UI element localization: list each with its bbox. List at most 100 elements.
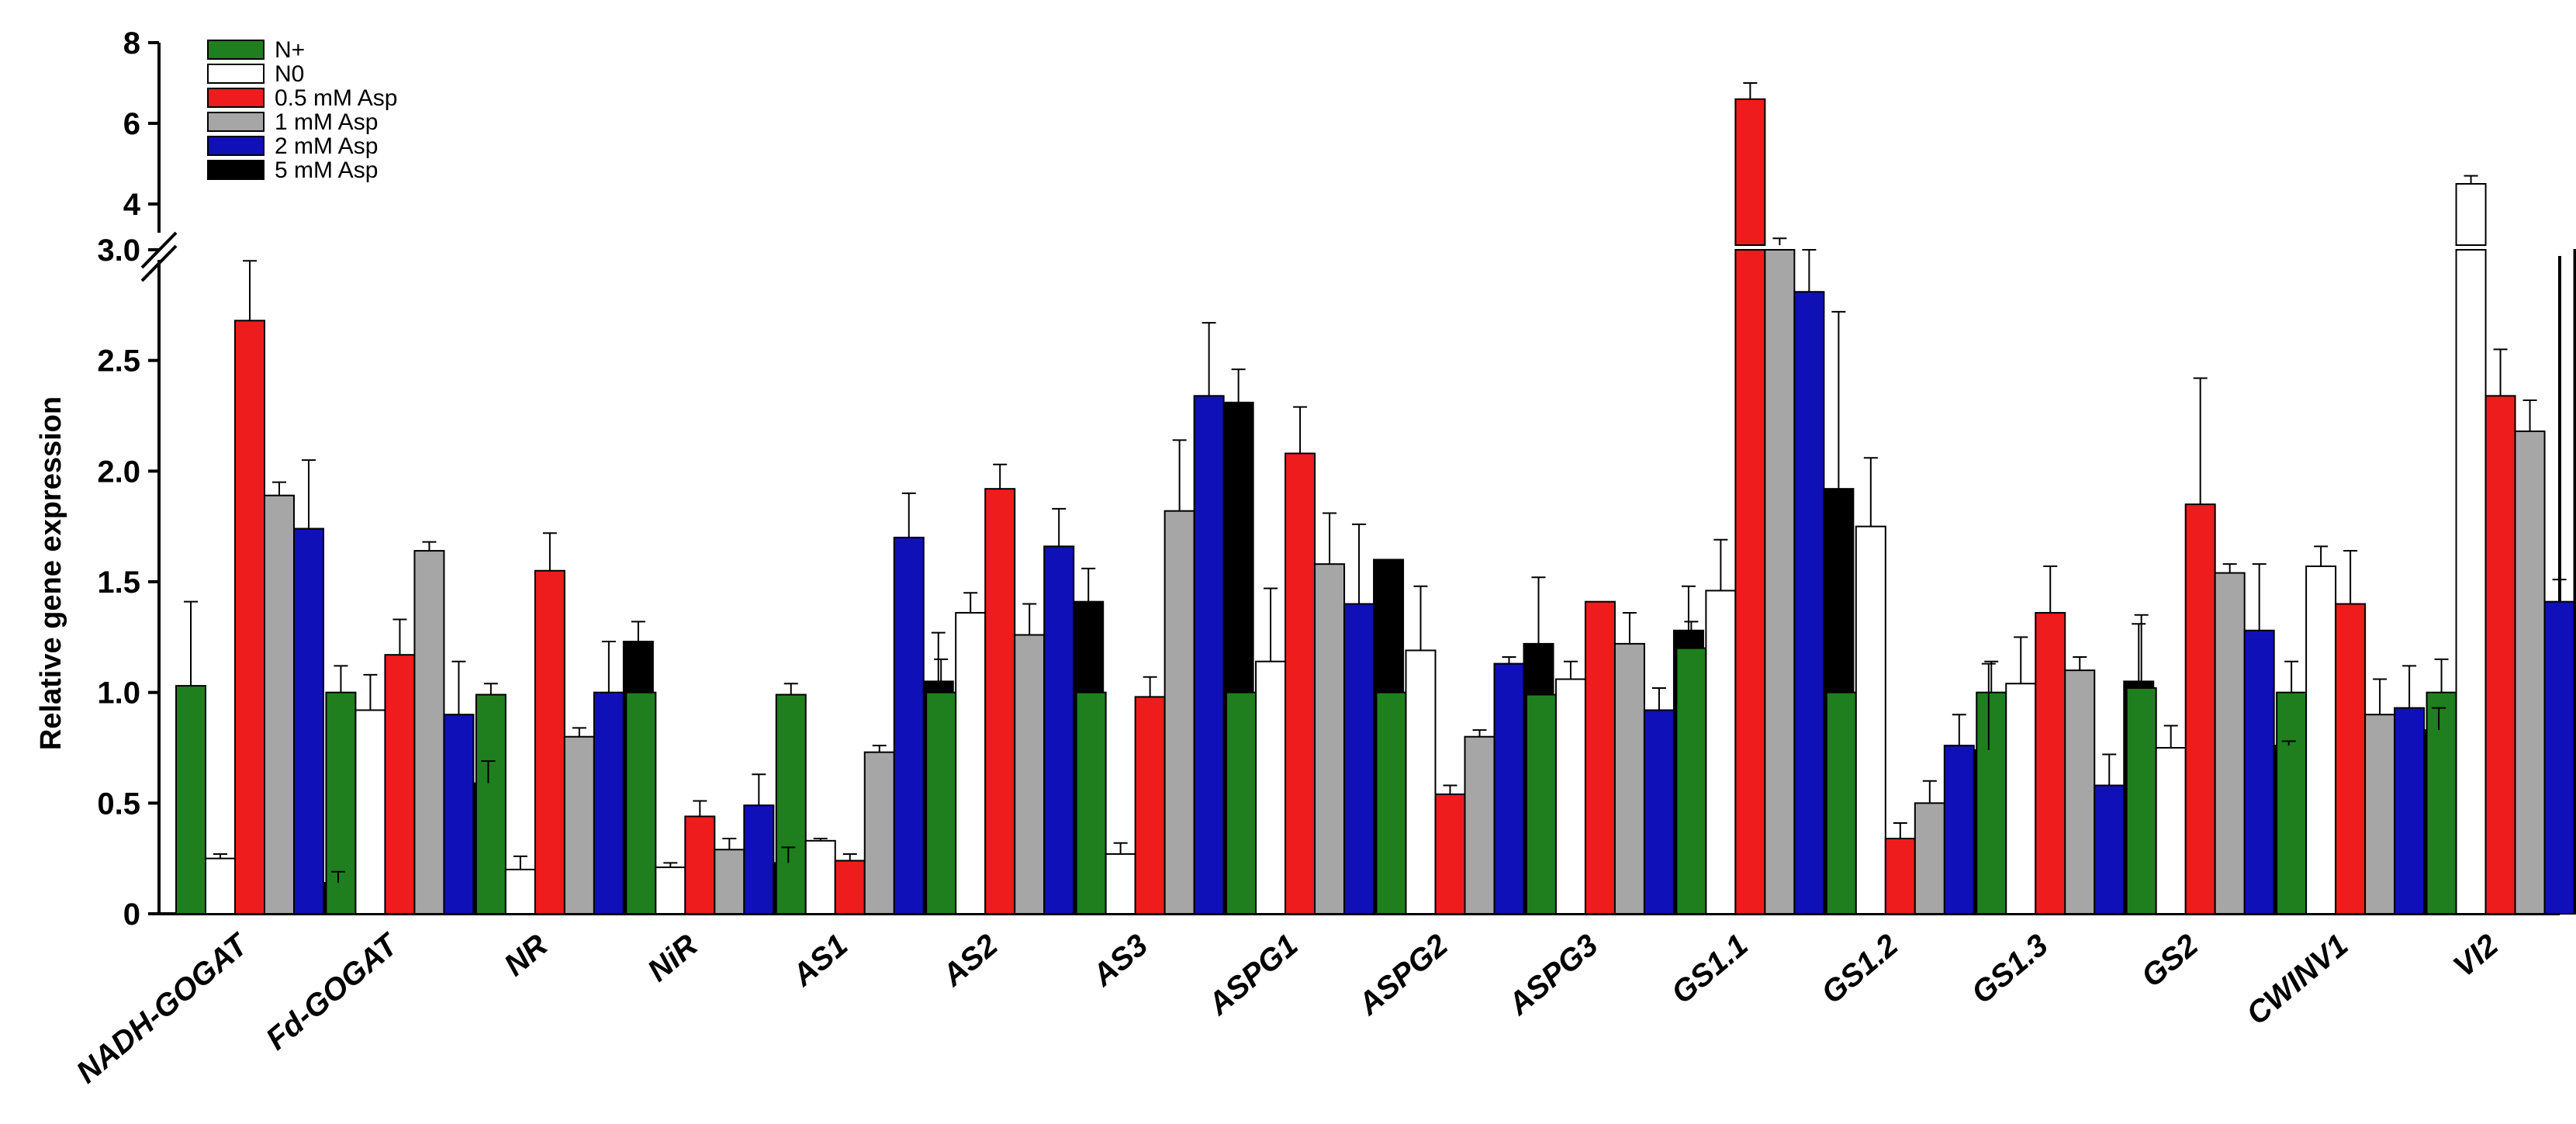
bar-nr-0-5-mm-asp — [534, 569, 565, 915]
bar-vi2-2-mm-asp — [2543, 600, 2575, 915]
error-bar-as2-n — [934, 658, 949, 693]
error-bar-gs1-2-0-5-mm-asp — [1893, 822, 1907, 839]
bar-gs1-1-0-5-mm-asp — [1734, 249, 1766, 915]
error-bar-gs1-1-n0 — [1713, 538, 1728, 591]
error-bar-as1-5-mm-asp — [931, 631, 946, 682]
bar-as3-0-5-mm-asp — [1134, 696, 1166, 915]
error-bar-aspg2-0-5-mm-asp — [1443, 784, 1457, 794]
error-bar-nadh-gogat-2-mm-asp — [302, 459, 316, 529]
error-bar-cwinv1-5-mm-asp — [2432, 707, 2446, 731]
bar-gs1-3-n0 — [2005, 683, 2037, 915]
x-tick-label-nr: NR — [498, 928, 555, 983]
bar-nir-2-mm-asp — [743, 804, 775, 915]
error-bar-as1-1-mm-asp — [872, 745, 887, 752]
bar-gs1-3-0-5-mm-asp — [2035, 611, 2066, 915]
bar-vi2-n0 — [2455, 249, 2487, 915]
bar-gs2-0-5-mm-asp — [2184, 503, 2216, 915]
bar-as1-n0 — [804, 839, 836, 915]
bar-gs1-3-n — [1976, 691, 2007, 915]
error-bar-cwinv1-1-mm-asp — [2373, 678, 2388, 715]
bar-gs2-1-mm-asp — [2214, 572, 2246, 915]
error-bar-gs1-1-1-mm-asp — [1772, 237, 1787, 246]
bar-aspg1-n — [1226, 691, 1257, 915]
bar-fd-gogat-n — [325, 691, 357, 915]
bar-nadh-gogat-0-5-mm-asp — [234, 320, 265, 915]
bar-gs1-1-2-mm-asp — [1793, 291, 1825, 915]
legend-label: 5 mM Asp — [275, 157, 378, 183]
error-bar-gs2-2-mm-asp — [2252, 563, 2267, 631]
error-bar-nr-n0 — [513, 855, 527, 870]
bar-as1-1-mm-asp — [863, 751, 895, 915]
bar-gs1-2-2-mm-asp — [1943, 745, 1975, 915]
error-bar-aspg3-n0 — [1563, 660, 1578, 680]
legend-swatch — [207, 112, 265, 132]
legend-item-5-mm-asp: 5 mM Asp — [207, 157, 378, 183]
category-labels: NADH-GOGAT Fd-GOGAT NR NiR AS1 AS2 AS3 ASPG1 ASP… — [70, 926, 2505, 1090]
error-bar-nir-n — [634, 680, 648, 693]
bar-fd-gogat-0-5-mm-asp — [384, 654, 416, 915]
bar-aspg3-n0 — [1554, 678, 1586, 915]
bar-nr-n — [475, 693, 507, 915]
legend-item-0-5-mm-asp: 0.5 mM Asp — [207, 85, 397, 111]
error-bars — [184, 82, 2567, 884]
error-bar-as2-5-mm-asp — [1081, 567, 1096, 602]
error-bar-aspg2-2-mm-asp — [1502, 656, 1516, 664]
bar-nadh-gogat-n0 — [205, 857, 236, 915]
bar-as3-n — [1075, 691, 1107, 915]
bar-aspg1-0-5-mm-asp — [1285, 452, 1316, 915]
bar-cwinv1-1-mm-asp — [2364, 714, 2396, 915]
legend-label: N0 — [275, 61, 304, 87]
error-bar-vi2-0-5-mm-asp — [2493, 348, 2508, 396]
error-bar-as3-2-mm-asp — [1202, 322, 1216, 396]
error-bar-gs1-1-2-mm-asp — [1802, 249, 1817, 292]
bar-vi2-0-5-mm-asp — [2484, 395, 2516, 915]
bar-gs1-3-1-mm-asp — [2064, 669, 2096, 915]
bar-as2-n0 — [955, 611, 987, 915]
bar-aspg1-2-mm-asp — [1343, 603, 1375, 915]
bar-nr-n0 — [504, 868, 536, 915]
bar-as2-2-mm-asp — [1043, 545, 1075, 915]
x-tick-label-gs1-2: GS1.2 — [1815, 928, 1904, 1011]
bar-as1-2-mm-asp — [893, 536, 925, 915]
x-tick-label-as2: AS2 — [935, 928, 1004, 993]
legend-label: 1 mM Asp — [275, 109, 378, 135]
error-bar-nadh-gogat-n — [184, 600, 198, 687]
error-bar-cwinv1-2-mm-asp — [2402, 665, 2417, 708]
error-bar-nr-n — [483, 683, 498, 695]
error-bar-vi2-n0 — [2464, 175, 2478, 184]
x-tick-label-aspg2: ASPG2 — [1351, 928, 1454, 1022]
error-bar-gs1-3-5-mm-asp — [2132, 623, 2146, 682]
bar-gs1-1-1-mm-asp — [1764, 249, 1796, 915]
y-tick-label: 2.5 — [97, 344, 140, 379]
bar-vi2-1-mm-asp — [2514, 430, 2546, 915]
bar-cwinv1-2-mm-asp — [2394, 707, 2426, 915]
error-bar-nr-5-mm-asp — [631, 621, 645, 642]
bar-gs1-2-1-mm-asp — [1914, 802, 1945, 915]
x-tick-label-vi2: VI2 — [2447, 928, 2505, 984]
error-bar-as3-5-mm-asp — [1231, 368, 1246, 403]
legend-swatch — [207, 136, 265, 156]
bar-cwinv1-n0 — [2305, 565, 2337, 915]
legend-item-1-mm-asp: 1 mM Asp — [207, 109, 378, 135]
bar-aspg2-n0 — [1405, 649, 1437, 915]
bar-fd-gogat-1-mm-asp — [413, 550, 445, 915]
bar-fd-gogat-2-mm-asp — [443, 714, 475, 915]
error-bar-aspg2-1-mm-asp — [1472, 729, 1487, 737]
bar-upper-vi2-n0 — [2455, 183, 2487, 246]
x-tick-label-aspg1: ASPG1 — [1202, 928, 1305, 1022]
legend-swatch — [207, 40, 265, 60]
legend-swatch — [207, 160, 265, 180]
error-bar-gs1-2-n0 — [1863, 457, 1878, 527]
bar-nir-1-mm-asp — [714, 849, 745, 915]
bar-aspg2-2-mm-asp — [1493, 662, 1525, 915]
bar-vi2-n — [2426, 691, 2457, 915]
error-bar-gs1-1-0-5-mm-asp — [1743, 82, 1758, 99]
bar-gs2-n — [2125, 687, 2157, 915]
y-tick-label: 8 — [123, 26, 140, 61]
bar-aspg2-1-mm-asp — [1464, 735, 1495, 915]
bar-as1-0-5-mm-asp — [834, 859, 866, 915]
legend-swatch — [207, 88, 265, 108]
bar-aspg3-2-mm-asp — [1643, 709, 1675, 915]
error-bar-gs1-3-1-mm-asp — [2073, 656, 2087, 671]
